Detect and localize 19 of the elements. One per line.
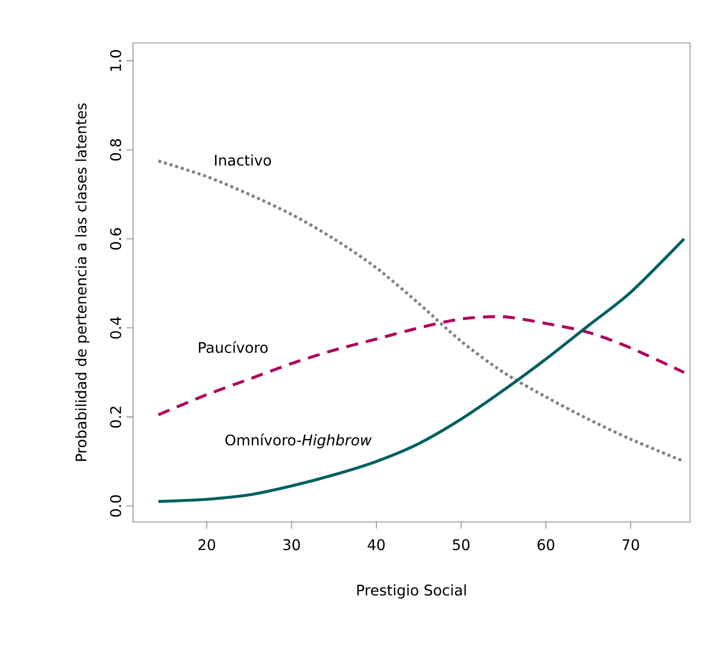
y-tick-label: 0.4 bbox=[110, 317, 122, 339]
line-series bbox=[156, 315, 686, 416]
x-tick-label: 70 bbox=[622, 539, 640, 550]
series-label: Paucívoro bbox=[198, 341, 268, 354]
y-tick-label: 1.0 bbox=[110, 50, 122, 71]
line-series bbox=[156, 237, 686, 503]
y-tick-label: 0.8 bbox=[110, 139, 122, 161]
x-axis-title: Prestigio Social bbox=[357, 584, 466, 598]
x-tick-label: 40 bbox=[368, 539, 385, 550]
series-label: Omnívoro-Highbrow bbox=[225, 434, 372, 448]
series-label: Inactivo bbox=[215, 154, 271, 166]
x-tick-label: 50 bbox=[452, 539, 470, 550]
y-tick-label: 0.2 bbox=[110, 406, 122, 428]
y-axis-title: Probabilidad de pertenencia a las clases latentes bbox=[75, 103, 90, 461]
x-tick-label: 60 bbox=[538, 539, 554, 550]
y-tick-label: 0.0 bbox=[110, 495, 122, 517]
x-tick-label: 30 bbox=[283, 539, 300, 550]
x-tick-label: 20 bbox=[198, 539, 216, 550]
y-tick-label: 0.6 bbox=[110, 228, 122, 250]
